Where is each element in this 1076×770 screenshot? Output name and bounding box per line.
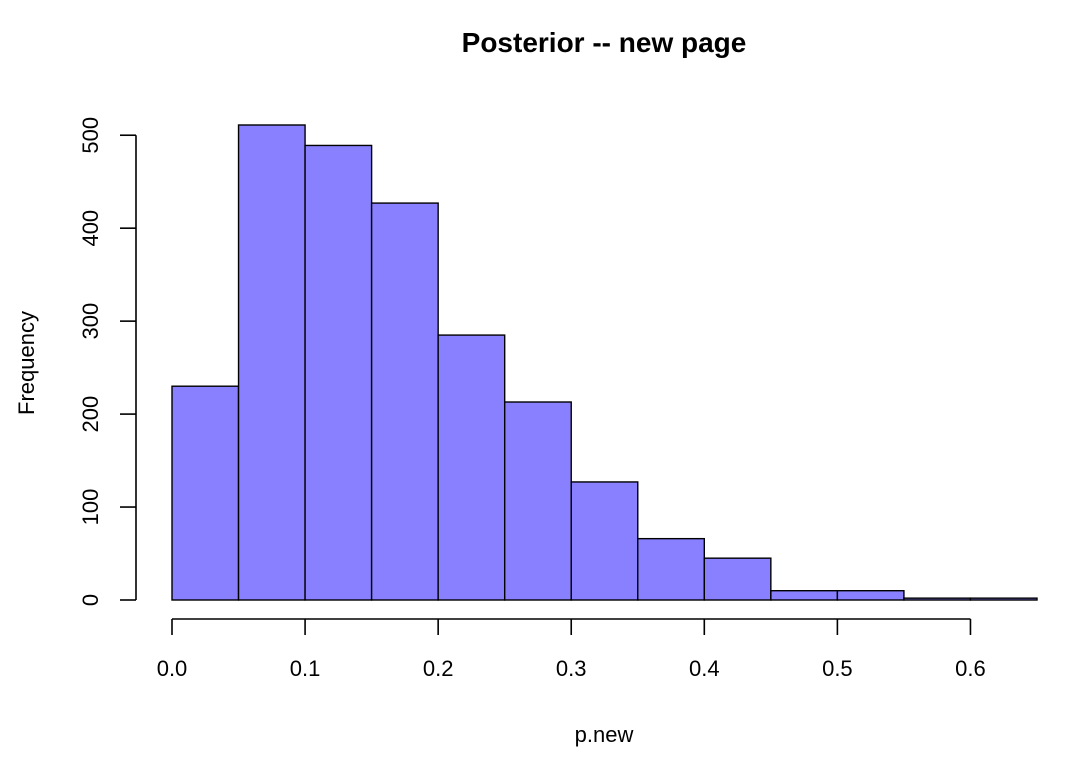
y-tick-label-0: 0 <box>78 594 103 606</box>
x-axis-label: p.new <box>575 722 634 747</box>
y-axis: 0 100 200 300 400 500 <box>78 117 137 606</box>
histogram-bar-12 <box>969 597 1038 601</box>
histogram-bar-1 <box>237 124 306 601</box>
histogram-bar-4 <box>437 334 506 601</box>
histogram-bar-11 <box>903 597 972 601</box>
histogram-bar-6 <box>570 481 639 601</box>
x-axis: 0.0 0.1 0.2 0.3 0.4 0.5 0.6 <box>157 618 986 681</box>
y-tick-label-2: 200 <box>78 396 103 433</box>
y-tick-label-4: 400 <box>78 210 103 247</box>
x-tick-label-4: 0.4 <box>689 656 720 681</box>
y-axis-label: Frequency <box>14 311 39 415</box>
x-tick-label-3: 0.3 <box>556 656 587 681</box>
histogram-bar-9 <box>770 590 839 601</box>
histogram-bar-0 <box>171 385 240 601</box>
chart-title: Posterior -- new page <box>462 27 747 58</box>
x-tick-label-5: 0.5 <box>822 656 853 681</box>
y-tick-label-1: 100 <box>78 489 103 526</box>
histogram-bar-8 <box>703 557 772 601</box>
x-tick-label-2: 0.2 <box>423 656 454 681</box>
histogram-bar-2 <box>304 144 373 601</box>
histogram-bar-3 <box>370 202 439 601</box>
x-tick-label-0: 0.0 <box>157 656 188 681</box>
x-tick-label-1: 0.1 <box>290 656 321 681</box>
histogram-bar-5 <box>503 401 572 601</box>
histogram-bar-7 <box>637 537 706 601</box>
y-tick-label-3: 300 <box>78 303 103 340</box>
bars-group <box>171 124 1038 601</box>
x-tick-label-6: 0.6 <box>955 656 986 681</box>
y-tick-label-5: 500 <box>78 117 103 154</box>
histogram-bar-10 <box>836 590 905 601</box>
